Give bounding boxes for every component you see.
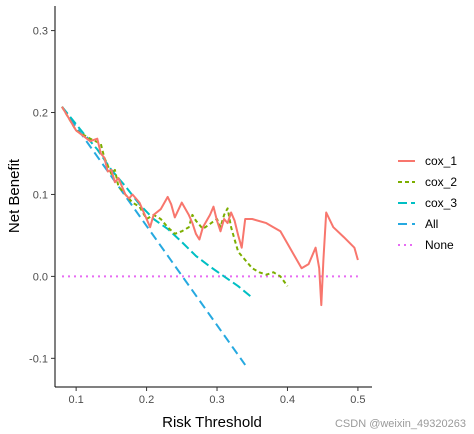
plot-area: [61, 106, 359, 366]
series-line-all: [61, 106, 247, 366]
legend: cox_1 cox_2 cox_3 All None: [398, 154, 457, 252]
y-axis-title: Net Benefit: [6, 158, 23, 233]
x-tick-label: 0.1: [68, 394, 83, 406]
x-tick-label: 0.5: [350, 394, 365, 406]
axes: -0.1 0.0 0.1 0.2 0.3 0.1 0.2 0.3 0.4 0.5: [29, 6, 372, 406]
x-axis-title: Risk Threshold: [162, 414, 262, 431]
y-tick-label: 0.0: [33, 271, 48, 283]
legend-label-cox-2: cox_2: [425, 175, 457, 189]
x-tick-label: 0.4: [280, 394, 295, 406]
x-tick-label: 0.3: [209, 394, 224, 406]
legend-label-cox-3: cox_3: [425, 196, 457, 210]
series-line-cox-3: [61, 106, 253, 299]
y-tick-label: 0.1: [33, 189, 48, 201]
legend-label-none: None: [425, 238, 454, 252]
y-tick-label: 0.2: [33, 108, 48, 120]
y-tick-label: 0.3: [33, 26, 48, 38]
x-tick-label: 0.2: [139, 394, 154, 406]
series-line-cox-1: [61, 106, 359, 307]
series-line-cox-2: [61, 106, 289, 287]
legend-label-all: All: [425, 217, 438, 231]
watermark: CSDN @weixin_49320263: [335, 418, 466, 430]
legend-label-cox-1: cox_1: [425, 154, 457, 168]
y-tick-label: -0.1: [29, 353, 48, 365]
